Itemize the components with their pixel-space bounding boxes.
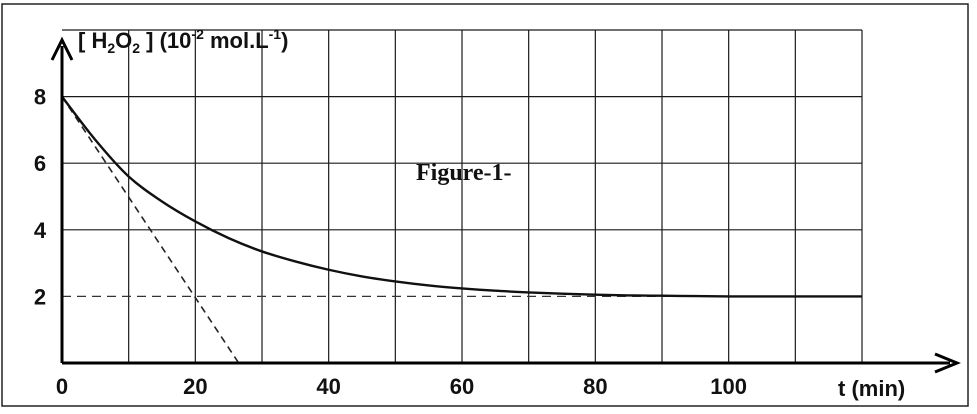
x-tick-label: 80: [583, 374, 607, 399]
y-axis-label: [ H2O2 ] (10-2 mol.L-1): [78, 26, 288, 56]
figure-annotation: Figure-1-: [416, 160, 512, 186]
y-axis-arrow: [50, 36, 74, 61]
x-axis-label: t (min): [838, 376, 905, 401]
chart-border: [1, 3, 969, 407]
y-tick-label: 4: [34, 218, 47, 243]
y-tick-label: 6: [34, 151, 46, 176]
x-tick-label: 0: [56, 374, 68, 399]
y-tick-label: 2: [34, 284, 46, 309]
chart-grid: [62, 29, 863, 363]
x-axis-arrow: [934, 352, 961, 374]
x-tick-label: 40: [316, 374, 340, 399]
chart-tick-labels: 0 20 40 60 80 100 2 4 6 8: [34, 85, 747, 399]
chart-axes: [50, 36, 961, 374]
chart-curves: [61, 95, 862, 364]
concentration-curve: [61, 95, 862, 298]
tangent-line: [61, 96, 240, 364]
x-tick-label: 100: [710, 374, 747, 399]
x-tick-label: 20: [183, 374, 207, 399]
y-tick-label: 8: [34, 85, 46, 110]
x-tick-label: 60: [450, 374, 474, 399]
